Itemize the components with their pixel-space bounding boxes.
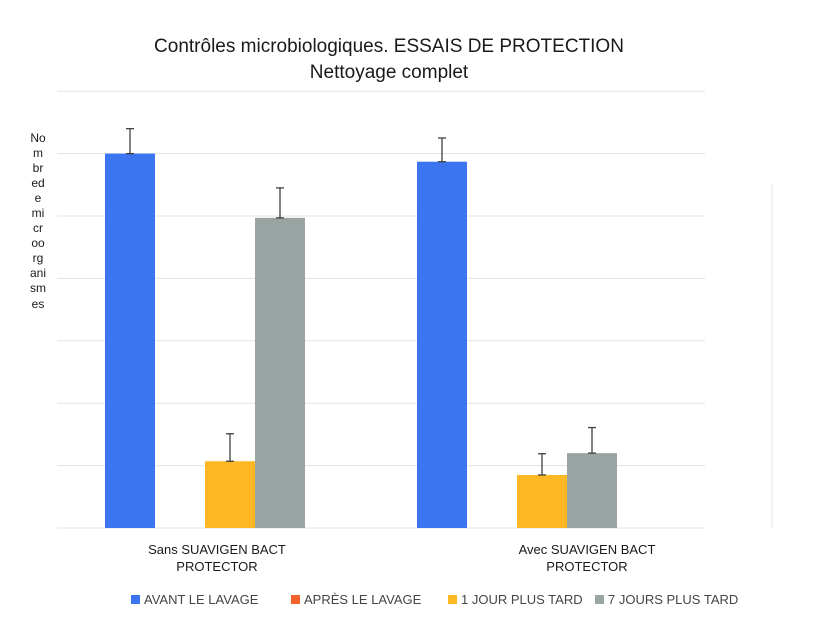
legend-item-avant: AVANT LE LAVAGE [131, 592, 258, 607]
chart-subtitle: Nettoyage complet [309, 62, 469, 83]
bar [205, 461, 255, 528]
legend-label-apres: APRÈS LE LAVAGE [304, 592, 422, 607]
error-bar [226, 433, 234, 462]
bar [105, 153, 155, 528]
legend-item-1-jour: 1 JOUR PLUS TARD [448, 592, 583, 607]
legend-swatch-avant [131, 595, 140, 604]
category-label-sans: Sans SUAVIGEN BACT PROTECTOR [148, 542, 286, 574]
error-bar [276, 187, 284, 219]
bar [255, 217, 305, 528]
legend-label-avant: AVANT LE LAVAGE [144, 592, 259, 607]
legend-item-7-jours: 7 JOURS PLUS TARD [595, 592, 738, 607]
legend-swatch-apres [291, 595, 300, 604]
error-bar [126, 127, 134, 155]
legend: AVANT LE LAVAGE APRÈS LE LAVAGE 1 JOUR P… [0, 592, 828, 612]
error-bar [588, 426, 596, 454]
bar-chart [57, 90, 773, 529]
error-bar [538, 453, 546, 476]
legend-item-apres: APRÈS LE LAVAGE [291, 592, 421, 607]
legend-swatch-1-jour [448, 595, 457, 604]
y-axis-label: Nombredemicroorganismes [30, 131, 47, 311]
bars [105, 153, 617, 528]
legend-label-1-jour: 1 JOUR PLUS TARD [461, 592, 583, 607]
bar [567, 453, 617, 528]
error-bar [438, 137, 446, 163]
category-label-avec: Avec SUAVIGEN BACT PROTECTOR [518, 542, 656, 574]
legend-swatch-7-jours [595, 595, 604, 604]
error-bars [126, 127, 596, 476]
chart-title: Contrôles microbiologiques. ESSAIS DE PR… [154, 36, 624, 57]
bar [417, 161, 467, 528]
bar [517, 474, 567, 528]
legend-label-7-jours: 7 JOURS PLUS TARD [608, 592, 739, 607]
